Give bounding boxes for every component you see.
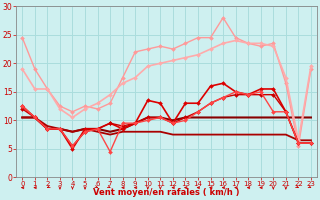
X-axis label: Vent moyen/en rafales ( km/h ): Vent moyen/en rafales ( km/h ) [93, 188, 240, 197]
